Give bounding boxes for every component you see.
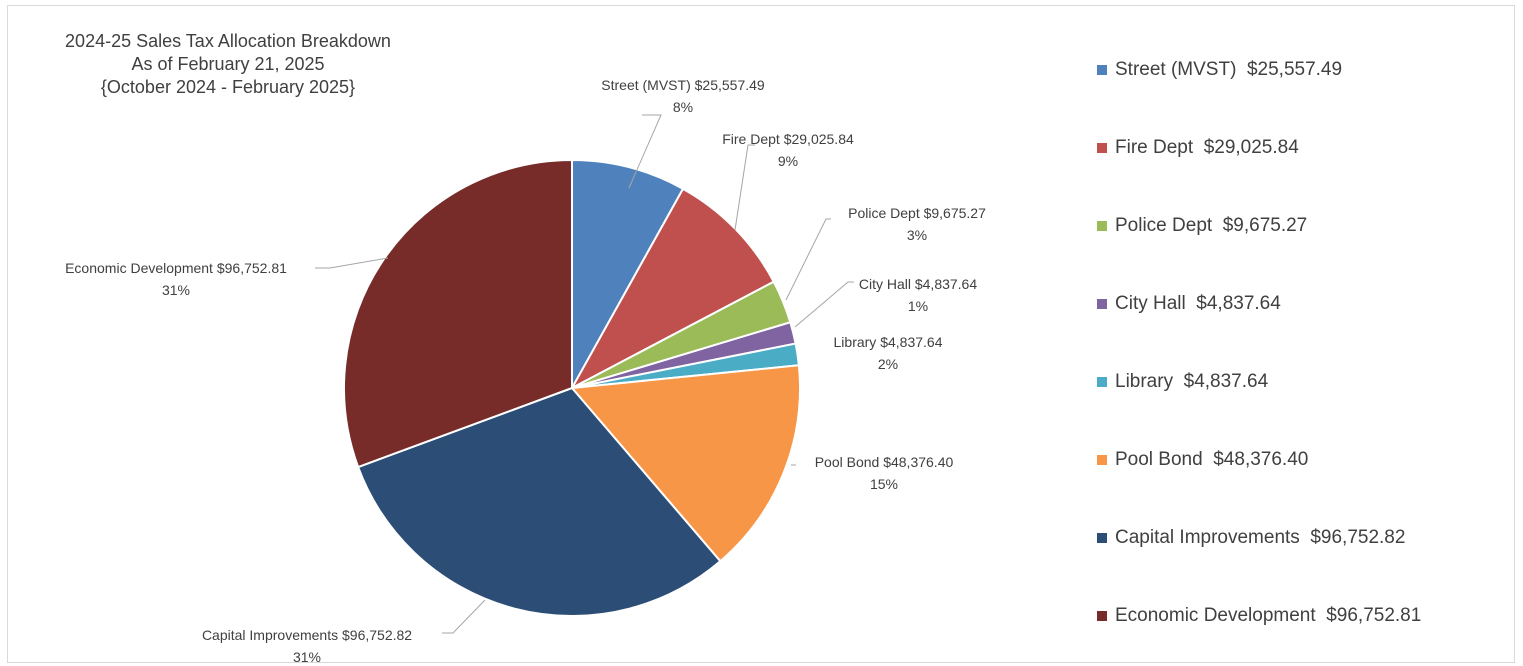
data-label-name-value: City Hall $4,837.64	[859, 276, 978, 292]
legend-item: Police Dept $9,675.27	[1097, 211, 1307, 241]
data-label-percent: 8%	[673, 99, 693, 115]
data-label-name-value: Economic Development $96,752.81	[65, 260, 287, 276]
data-label-name-value: Pool Bond $48,376.40	[815, 454, 954, 470]
leader-line	[628, 114, 662, 189]
pie-slice-capital-improvements	[356, 386, 722, 617]
data-label-name-value: Street (MVST) $25,557.49	[601, 77, 765, 93]
legend-label: Police Dept $9,675.27	[1115, 215, 1308, 236]
data-label-name-value: Capital Improvements $96,752.82	[202, 627, 412, 643]
legend-swatch	[1097, 533, 1107, 543]
legend-item: Street (MVST) $25,557.49	[1097, 55, 1342, 85]
legend-item: Library $4,837.64	[1097, 367, 1268, 397]
legend-item: Fire Dept $29,025.84	[1097, 133, 1299, 163]
data-label-percent: 31%	[293, 649, 321, 665]
chart-title-block: 2024-25 Sales Tax Allocation Breakdown A…	[28, 30, 428, 99]
leader-line	[315, 257, 389, 269]
legend-item: Pool Bond $48,376.40	[1097, 445, 1308, 475]
legend-swatch	[1097, 143, 1107, 153]
pie-slice-pool-bond	[569, 364, 801, 563]
legend-swatch	[1097, 611, 1107, 621]
pie-slice-street-mvst	[571, 158, 685, 392]
leader-line	[785, 218, 831, 301]
legend-swatch	[1097, 455, 1107, 465]
legend-label: Street (MVST) $25,557.49	[1115, 59, 1343, 80]
legend-label: Pool Bond $48,376.40	[1115, 449, 1309, 470]
legend-swatch	[1097, 377, 1107, 387]
leader-line	[794, 281, 854, 328]
chart-title: 2024-25 Sales Tax Allocation Breakdown	[65, 31, 391, 51]
data-label-percent: 2%	[878, 356, 898, 372]
legend-item: Economic Development $96,752.81	[1097, 601, 1421, 631]
data-label-name-value: Library $4,837.64	[834, 334, 943, 350]
chart-subtitle-date: As of February 21, 2025	[131, 54, 325, 74]
data-label-percent: 31%	[162, 282, 190, 298]
pie-slice-economic-development	[343, 158, 573, 469]
legend-item: City Hall $4,837.64	[1097, 289, 1281, 319]
legend-swatch	[1097, 221, 1107, 231]
legend-label: City Hall $4,837.64	[1115, 293, 1281, 314]
data-label-percent: 9%	[778, 153, 798, 169]
legend-label: Economic Development $96,752.81	[1115, 605, 1422, 626]
data-label-name-value: Fire Dept $29,025.84	[722, 131, 854, 147]
data-label-percent: 3%	[907, 227, 927, 243]
legend-label: Library $4,837.64	[1115, 371, 1269, 392]
data-label-percent: 15%	[870, 476, 898, 492]
legend-label: Capital Improvements $96,752.82	[1115, 527, 1406, 548]
data-label-name-value: Police Dept $9,675.27	[848, 205, 986, 221]
chart-subtitle-period: {October 2024 - February 2025}	[100, 77, 356, 97]
data-label-percent: 1%	[908, 298, 928, 314]
legend-label: Fire Dept $29,025.84	[1115, 137, 1299, 158]
legend-item: Capital Improvements $96,752.82	[1097, 523, 1405, 553]
leader-line	[442, 599, 486, 634]
legend-swatch	[1097, 65, 1107, 75]
legend-swatch	[1097, 299, 1107, 309]
leader-line	[734, 144, 755, 231]
